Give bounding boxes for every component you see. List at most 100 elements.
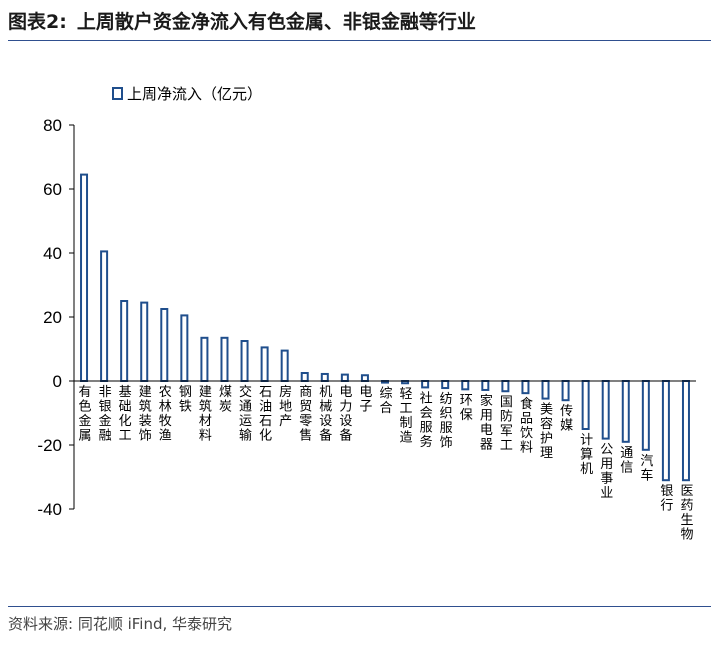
legend: 上周净流入（亿元） [112, 85, 262, 103]
svg-text:备: 备 [339, 428, 352, 444]
svg-text:汽: 汽 [640, 454, 653, 469]
svg-text:通: 通 [620, 446, 633, 461]
svg-text:防: 防 [500, 409, 513, 425]
x-tick-label: 房地产 [279, 384, 292, 429]
svg-text:银: 银 [99, 400, 112, 415]
y-tick-label: 0 [53, 372, 62, 391]
svg-text:金: 金 [99, 413, 112, 429]
svg-text:家: 家 [480, 393, 493, 409]
y-tick-label: 20 [43, 308, 62, 327]
svg-text:钢: 钢 [179, 385, 192, 400]
svg-text:油: 油 [259, 400, 272, 415]
bar [320, 372, 329, 382]
svg-text:工: 工 [119, 429, 132, 444]
svg-text:车: 车 [640, 467, 653, 483]
svg-text:器: 器 [480, 437, 493, 452]
svg-text:煤: 煤 [219, 385, 232, 400]
x-tick-label: 通信 [620, 446, 633, 476]
y-tick-label: 60 [43, 180, 62, 199]
svg-text:饰: 饰 [139, 429, 152, 444]
legend-swatch [112, 87, 123, 100]
bar [461, 380, 470, 391]
svg-text:备: 备 [319, 428, 332, 444]
y-tick-label: 40 [43, 244, 62, 263]
svg-text:非: 非 [99, 385, 112, 400]
bar [501, 380, 510, 393]
svg-text:设: 设 [319, 414, 332, 429]
svg-text:业: 业 [600, 486, 613, 501]
x-tick-label: 计算机 [580, 433, 593, 477]
svg-text:饰: 饰 [440, 436, 453, 451]
bar [681, 380, 690, 482]
svg-text:筑: 筑 [139, 399, 152, 415]
bar [160, 308, 169, 382]
svg-text:力: 力 [339, 400, 352, 415]
svg-text:传: 传 [560, 404, 573, 419]
svg-text:林: 林 [159, 400, 172, 415]
bar [220, 336, 229, 382]
svg-text:公: 公 [600, 443, 613, 458]
svg-text:材: 材 [199, 414, 212, 429]
svg-text:机: 机 [319, 385, 332, 400]
bar [140, 301, 149, 383]
svg-text:属: 属 [79, 429, 92, 444]
top-rule [8, 40, 711, 41]
svg-text:电: 电 [359, 385, 372, 400]
svg-text:食: 食 [520, 396, 533, 412]
svg-text:零: 零 [299, 414, 312, 429]
bar [340, 373, 349, 383]
bar [481, 380, 490, 391]
bar [421, 380, 430, 389]
svg-text:医: 医 [680, 484, 693, 499]
svg-text:金: 金 [79, 413, 92, 429]
svg-text:军: 军 [500, 424, 513, 439]
x-tick-label: 有色金属 [79, 385, 92, 444]
bar [441, 380, 450, 390]
bar [280, 349, 289, 383]
svg-text:品: 品 [520, 412, 533, 427]
figure-title: 图表2: 上周散户资金净流入有色金属、非银金融等行业 [8, 8, 476, 36]
svg-text:药: 药 [680, 499, 693, 514]
figure-label: 图表2: [8, 11, 67, 33]
svg-text:渔: 渔 [159, 429, 172, 444]
svg-text:综: 综 [379, 387, 392, 402]
svg-text:化: 化 [259, 429, 272, 444]
x-tick-label: 汽车 [640, 454, 653, 484]
svg-text:工: 工 [400, 402, 413, 417]
svg-text:电: 电 [339, 385, 352, 400]
svg-text:输: 输 [239, 428, 252, 444]
bars [80, 173, 690, 482]
bar [621, 380, 630, 443]
svg-text:化: 化 [119, 414, 132, 429]
svg-text:农: 农 [159, 385, 172, 400]
legend-label: 上周净流入（亿元） [127, 85, 262, 103]
y-tick-label: 80 [43, 116, 62, 135]
bar [260, 346, 269, 382]
svg-text:建: 建 [139, 385, 152, 400]
svg-text:会: 会 [420, 406, 433, 421]
svg-text:媒: 媒 [560, 419, 573, 434]
bar [120, 300, 129, 382]
y-tick-label: -40 [37, 500, 62, 519]
svg-text:基: 基 [119, 385, 132, 400]
bar [541, 380, 550, 400]
svg-text:用: 用 [600, 457, 613, 472]
x-tick-label: 环保 [460, 393, 473, 423]
bar [100, 250, 109, 382]
x-tick-label: 钢铁 [179, 385, 192, 415]
source-note: 资料来源: 同花顺 iFind, 华泰研究 [8, 615, 233, 633]
svg-text:电: 电 [480, 423, 493, 438]
svg-text:地: 地 [279, 400, 292, 415]
svg-text:造: 造 [400, 431, 413, 446]
svg-text:石: 石 [259, 414, 272, 429]
